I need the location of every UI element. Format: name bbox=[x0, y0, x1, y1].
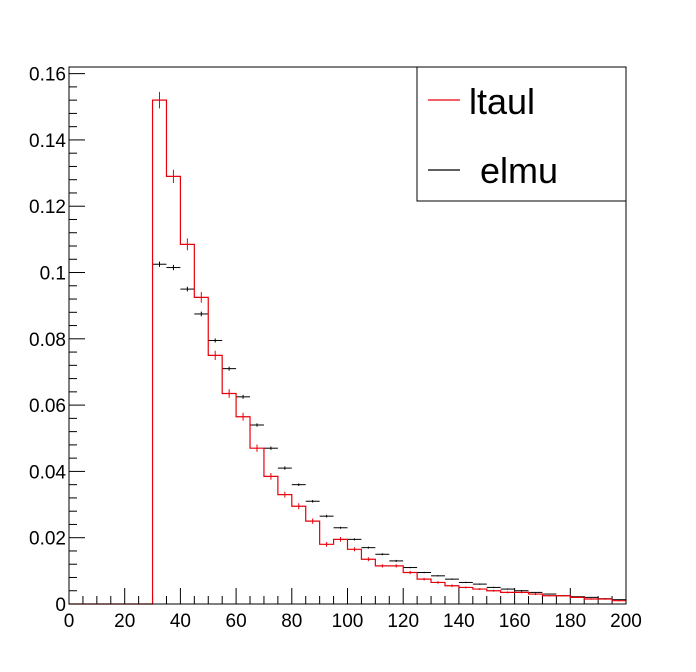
y-tick-label: 0.08 bbox=[29, 330, 66, 351]
axes: 0 20 40 60 80 100 120 140 160 180 200 0 0.02 0.04 0.06… bbox=[29, 65, 642, 632]
elmu-point bbox=[208, 338, 223, 343]
elmu-point bbox=[417, 571, 432, 574]
elmu-point bbox=[291, 483, 306, 486]
y-tick-label: 0.1 bbox=[40, 264, 66, 285]
elmu-point bbox=[612, 599, 626, 601]
elmu-point bbox=[222, 366, 237, 371]
y-tick-label: 0 bbox=[55, 595, 66, 616]
elmu-point bbox=[444, 578, 459, 580]
elmu-point bbox=[542, 593, 557, 595]
elmu-point bbox=[333, 526, 348, 529]
series-layer bbox=[69, 91, 626, 605]
elmu-point bbox=[236, 394, 251, 399]
x-tick-label: 80 bbox=[281, 611, 302, 632]
y-tick-label: 0.02 bbox=[29, 529, 66, 550]
elmu-point bbox=[319, 514, 334, 518]
x-tick-label: 160 bbox=[499, 611, 531, 632]
y-tick-label: 0.14 bbox=[29, 131, 66, 152]
y-tick-label: 0.06 bbox=[29, 396, 66, 417]
x-tick-label: 40 bbox=[170, 611, 191, 632]
elmu-point bbox=[528, 591, 543, 593]
legend-label-ltaul: ltaul bbox=[469, 81, 535, 122]
elmu-point bbox=[277, 466, 292, 470]
elmu-point bbox=[584, 596, 599, 598]
y-tick-label: 0.04 bbox=[29, 462, 66, 483]
x-tick-label: 20 bbox=[114, 611, 135, 632]
elmu-point bbox=[250, 423, 264, 427]
y-tick-label: 0.16 bbox=[29, 65, 66, 86]
legend-box bbox=[416, 66, 627, 202]
elmu-point bbox=[347, 538, 362, 541]
elmu-point bbox=[152, 261, 167, 267]
x-tick-label: 120 bbox=[387, 611, 419, 632]
elmu-point bbox=[431, 575, 445, 577]
elmu-point bbox=[389, 559, 404, 562]
elmu-point bbox=[472, 583, 487, 585]
elmu-point bbox=[305, 499, 320, 503]
elmu-point bbox=[486, 586, 501, 589]
plot-frame bbox=[68, 66, 627, 605]
plot-border bbox=[68, 66, 627, 605]
x-tick-label: 200 bbox=[610, 611, 642, 632]
legend-label-elmu: elmu bbox=[480, 150, 558, 191]
y-tick-label: 0.12 bbox=[29, 197, 66, 218]
x-tick-label: 180 bbox=[554, 611, 586, 632]
x-tick-label: 0 bbox=[64, 611, 75, 632]
x-tick-label: 100 bbox=[332, 611, 364, 632]
legend: ltaul elmu bbox=[416, 66, 627, 202]
x-tick-label: 140 bbox=[443, 611, 475, 632]
elmu-point bbox=[263, 446, 278, 450]
elmu-point bbox=[375, 553, 390, 556]
elmu-point bbox=[458, 581, 473, 584]
elmu-point bbox=[194, 311, 209, 317]
elmu-point bbox=[403, 566, 418, 569]
x-tick-label: 60 bbox=[226, 611, 247, 632]
elmu-point bbox=[514, 590, 529, 592]
elmu-point bbox=[361, 546, 376, 549]
ltaul-step-line bbox=[69, 99, 626, 605]
elmu-point bbox=[500, 588, 515, 590]
elmu-point bbox=[180, 286, 195, 292]
elmu-point bbox=[166, 264, 181, 271]
